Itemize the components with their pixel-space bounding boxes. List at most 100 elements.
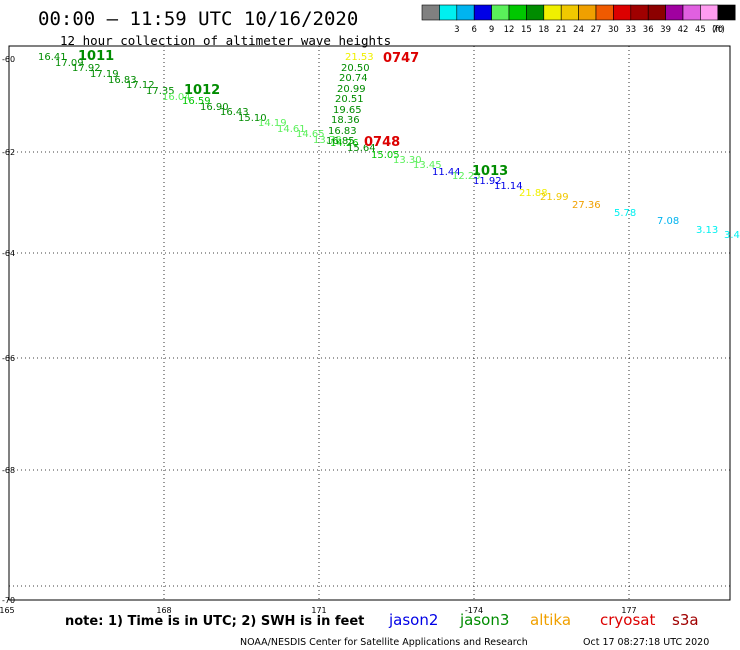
swh-value-label: 3.4 bbox=[724, 230, 740, 241]
pass-time-label: 1012 bbox=[184, 83, 220, 98]
pass-time-label: 0747 bbox=[383, 51, 419, 66]
map-frame bbox=[8, 45, 731, 601]
lat-tick-label: -64 bbox=[2, 249, 15, 258]
timestamp-text: Oct 17 08:27:18 UTC 2020 bbox=[583, 637, 709, 648]
swh-value-label: 14.65 bbox=[296, 129, 325, 140]
lon-tick-label: 165 bbox=[0, 606, 15, 615]
lat-tick-label: -62 bbox=[2, 148, 15, 157]
lat-tick-label: -70 bbox=[2, 596, 15, 605]
lon-tick-label: 177 bbox=[621, 606, 636, 615]
legend-swatch bbox=[700, 4, 719, 21]
swh-value-label: 16.59 bbox=[182, 96, 211, 107]
swh-value-label: 16.90 bbox=[200, 102, 229, 113]
legend-label: 27 bbox=[591, 25, 602, 35]
legend-swatch bbox=[630, 4, 649, 21]
legend-label: 33 bbox=[625, 25, 636, 35]
legend-label: 15 bbox=[521, 25, 532, 35]
swh-value-label: 16.43 bbox=[220, 107, 249, 118]
lat-tick-label: -66 bbox=[2, 354, 15, 363]
legend-swatch bbox=[613, 4, 632, 21]
pass-time-label: 1013 bbox=[472, 164, 508, 179]
swh-value-label: 7.08 bbox=[657, 216, 679, 227]
satellite-key-jason2: jason2 bbox=[388, 611, 438, 629]
satellite-key-cryosat: cryosat bbox=[600, 611, 655, 629]
legend-label: 6 bbox=[471, 25, 476, 35]
swh-value-label: 12.25 bbox=[452, 171, 481, 182]
pass-time-labels: 1011 1012 1013 0747 0748 bbox=[78, 49, 508, 179]
swh-value-label: 27.36 bbox=[572, 200, 601, 211]
legend-swatch bbox=[578, 4, 597, 21]
legend-label: 70 bbox=[712, 25, 723, 35]
legend-swatch bbox=[526, 4, 545, 21]
swh-value-label: 20.74 bbox=[339, 73, 368, 84]
legend-label: 39 bbox=[660, 25, 671, 35]
legend-label: 21 bbox=[556, 25, 567, 35]
swh-value-label: 11.44 bbox=[432, 167, 461, 178]
swh-value-label: 15.64 bbox=[347, 143, 376, 154]
satellite-key-jason3: jason3 bbox=[459, 611, 509, 629]
legend-swatch bbox=[491, 4, 510, 21]
legend-swatch bbox=[473, 4, 492, 21]
swh-value-label: 21.99 bbox=[540, 192, 569, 203]
swh-value-label: 21.53 bbox=[345, 52, 374, 63]
credit-text: NOAA/NESDIS Center for Satellite Applica… bbox=[240, 637, 528, 648]
legend-swatch bbox=[421, 4, 440, 21]
legend-label: 45 bbox=[695, 25, 706, 35]
swh-value-label: 16.83 bbox=[108, 75, 137, 86]
chart-subtitle: 12 hour collection of altimeter wave hei… bbox=[60, 33, 391, 48]
lat-tick-label: -60 bbox=[2, 55, 15, 64]
pass-time-label: 1011 bbox=[78, 49, 114, 64]
legend-label: 18 bbox=[538, 25, 549, 35]
swh-value-label: 20.50 bbox=[341, 63, 370, 74]
legend-swatch bbox=[647, 4, 666, 21]
swh-value-label: 17.92 bbox=[72, 63, 101, 74]
lon-tick-label: -174 bbox=[465, 606, 483, 615]
legend-swatch bbox=[508, 4, 527, 21]
wave-height-color-legend: 3 6 9 12 15 18 21 24 27 30 33 36 39 42 45 70(ft) bbox=[421, 4, 736, 35]
swh-value-label: 14.61 bbox=[277, 124, 306, 135]
legend-swatch bbox=[543, 4, 562, 21]
legend-label: 12 bbox=[504, 25, 515, 35]
swh-value-label: 16.85 bbox=[326, 136, 355, 147]
legend-swatch bbox=[560, 4, 579, 21]
legend-swatch bbox=[717, 4, 736, 21]
swh-value-label: 20.51 bbox=[335, 94, 364, 105]
swh-value-label: 14.26 bbox=[330, 138, 359, 149]
swh-value-label: 17.35 bbox=[146, 86, 175, 97]
swh-value-label: 15.05 bbox=[371, 150, 400, 161]
graticule-grid bbox=[9, 46, 730, 600]
units-note: note: 1) Time is in UTC; 2) SWH is in fe… bbox=[65, 614, 364, 629]
swh-value-label: 13.45 bbox=[413, 160, 442, 171]
legend-swatch bbox=[665, 4, 684, 21]
swh-value-label: 11.92 bbox=[473, 176, 502, 187]
legend-label: 30 bbox=[608, 25, 619, 35]
legend-label: 24 bbox=[573, 25, 584, 35]
swh-value-label: 13.78 bbox=[313, 135, 342, 146]
legend-label: 9 bbox=[489, 25, 494, 35]
lat-tick-label: -68 bbox=[2, 466, 15, 475]
axis-tick-labels: 165 168 171 -174 177 -60 -62 -64 -66 -68 -70 bbox=[0, 55, 637, 615]
swh-value-label: 15.10 bbox=[238, 113, 267, 124]
swh-value-label: 17.09 bbox=[55, 58, 84, 69]
wave-height-labels: 16.4117.0917.9217.1916.8317.1217.3516.04… bbox=[38, 52, 740, 241]
swh-value-label: 19.65 bbox=[333, 105, 362, 116]
chart-title: 00:00 – 11:59 UTC 10/16/2020 bbox=[38, 8, 358, 30]
swh-value-label: 16.83 bbox=[328, 126, 357, 137]
swh-value-label: 16.41 bbox=[38, 52, 67, 63]
satellite-key-s3a: s3a bbox=[672, 611, 699, 629]
satellite-key-altika: altika bbox=[530, 611, 571, 629]
legend-swatch bbox=[456, 4, 475, 21]
legend-label: 3 bbox=[454, 25, 459, 35]
swh-value-label: 17.12 bbox=[126, 80, 155, 91]
swh-value-label: 18.36 bbox=[331, 115, 360, 126]
legend-unit: (ft) bbox=[712, 25, 725, 35]
legend-swatch bbox=[682, 4, 701, 21]
swh-value-label: 21.88 bbox=[519, 188, 548, 199]
swh-value-label: 3.13 bbox=[696, 225, 718, 236]
legend-label: 36 bbox=[643, 25, 654, 35]
swh-value-label: 11.14 bbox=[494, 181, 523, 192]
legend-swatch bbox=[439, 4, 458, 21]
swh-value-label: 14.19 bbox=[258, 118, 287, 129]
swh-value-label: 17.19 bbox=[90, 69, 119, 80]
